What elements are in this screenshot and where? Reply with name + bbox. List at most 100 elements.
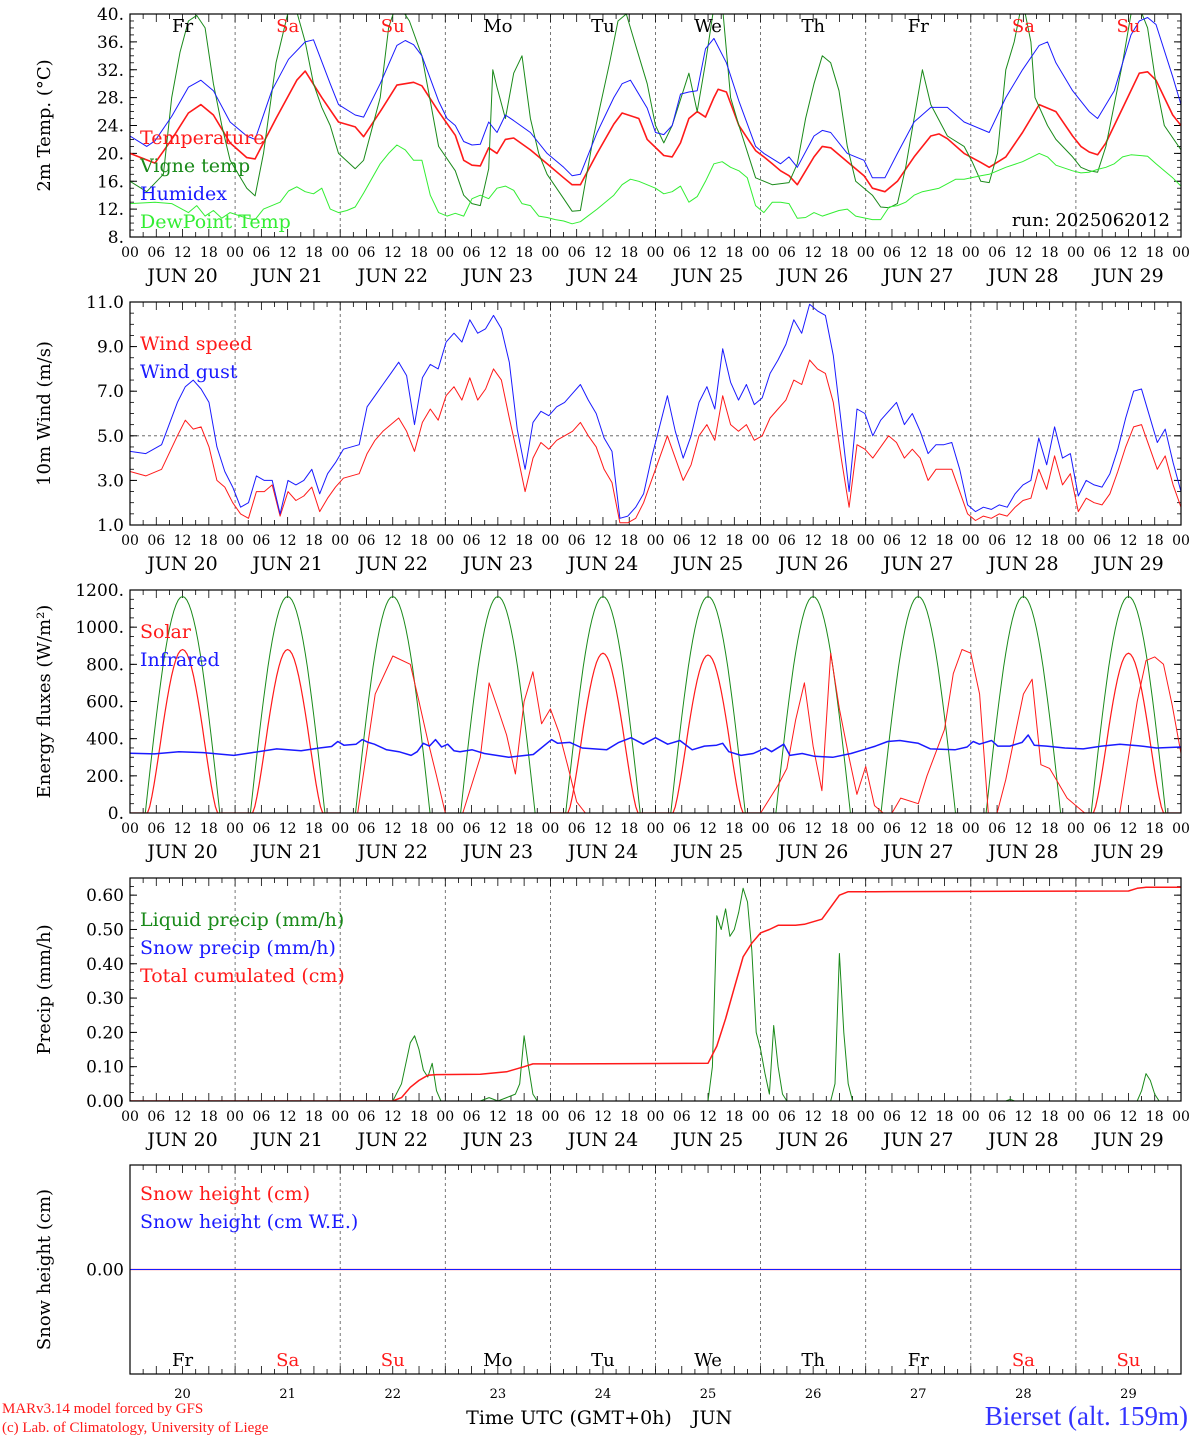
- x-hour-label: 18: [200, 821, 218, 837]
- x-date-label: JUN 26: [776, 1129, 848, 1151]
- x-hour-label: 12: [489, 245, 507, 261]
- x-hour-label: 18: [410, 1109, 428, 1125]
- x-hour-label: 12: [384, 1109, 402, 1125]
- x-hour-label: 18: [515, 245, 533, 261]
- day-of-week-label-bottom: Tu: [591, 1350, 615, 1371]
- y-tick-label: 0.00: [86, 1092, 124, 1112]
- x-date-label: JUN 25: [671, 553, 743, 575]
- x-date-label: JUN 29: [1091, 553, 1163, 575]
- y-tick-label: 0.30: [86, 989, 124, 1009]
- x-hour-label: 12: [1014, 533, 1032, 549]
- x-hour-label: 00: [752, 821, 770, 837]
- x-date-label: JUN 20: [145, 841, 217, 863]
- x-hour-label: 00: [1067, 1109, 1085, 1125]
- day-of-week-label-bottom: Sa: [1012, 1350, 1035, 1371]
- x-hour-label: 00: [752, 245, 770, 261]
- x-hour-label: 00: [541, 245, 559, 261]
- x-hour-label: 00: [121, 1109, 139, 1125]
- y-tick-label: 5.0: [97, 427, 124, 447]
- legend-entry: Snow height (cm): [140, 1183, 310, 1205]
- x-hour-label: 12: [804, 245, 822, 261]
- x-hour-label: 12: [804, 1109, 822, 1125]
- x-date-label: JUN 28: [986, 1129, 1058, 1151]
- x-hour-label: 00: [1172, 821, 1190, 837]
- x-hour-label: 18: [831, 1109, 849, 1125]
- x-hour-label: 00: [857, 821, 875, 837]
- x-hour-label: 18: [936, 245, 954, 261]
- x-date-label: JUN 24: [566, 841, 638, 863]
- day-of-week-label-top: Fr: [172, 16, 193, 37]
- y-axis-title: Snow height (cm): [34, 1189, 55, 1350]
- y-tick-label: 9.0: [97, 338, 124, 358]
- x-hour-label: 12: [699, 245, 717, 261]
- toa-solar-curve: [550, 595, 656, 813]
- series-line: [130, 734, 1181, 759]
- toa-solar-curve: [865, 595, 971, 813]
- x-hour-label: 06: [883, 1109, 901, 1125]
- x-hour-label: 12: [804, 533, 822, 549]
- x-hour-label: 18: [1146, 245, 1164, 261]
- x-date-label: JUN 24: [566, 265, 638, 287]
- x-hour-label: 00: [647, 1109, 665, 1125]
- x-hour-label: 18: [936, 533, 954, 549]
- x-hour-label: 18: [725, 821, 743, 837]
- y-tick-label: 800.: [86, 655, 124, 675]
- x-date-label: JUN 26: [776, 841, 848, 863]
- y-tick-label: 36.: [97, 33, 124, 53]
- x-hour-label: 00: [857, 245, 875, 261]
- x-hour-label: 12: [1120, 533, 1138, 549]
- y-axis-title: Precip (mm/h): [34, 924, 55, 1054]
- x-hour-label: 18: [305, 1109, 323, 1125]
- x-date-label: JUN 29: [1091, 265, 1163, 287]
- x-date-label: JUN 23: [461, 265, 533, 287]
- x-hour-label: 06: [778, 1109, 796, 1125]
- day-of-week-label-bottom: Fr: [908, 1350, 929, 1371]
- x-date-label: JUN 26: [776, 265, 848, 287]
- day-of-week-label-top: Fr: [908, 16, 929, 37]
- x-hour-label: 06: [988, 245, 1006, 261]
- toa-solar-curve: [760, 595, 866, 813]
- x-date-label: JUN 20: [145, 553, 217, 575]
- x-date-label: JUN 20: [145, 1129, 217, 1151]
- panel-4: 0.00 Snow height (cm) Snow height (cm) Snow…: [34, 1164, 1182, 1375]
- x-hour-label: 12: [594, 1109, 612, 1125]
- day-of-week-label-top: Th: [801, 16, 825, 37]
- legend-entry: Solar: [140, 621, 192, 643]
- series-group: [130, 886, 1181, 1101]
- x-hour-label: 18: [1041, 1109, 1059, 1125]
- x-hour-label: 12: [1120, 821, 1138, 837]
- x-hour-label: 06: [252, 1109, 270, 1125]
- x-date-label: JUN 24: [566, 553, 638, 575]
- y-tick-label: 200.: [86, 767, 124, 787]
- x-date-label: JUN 27: [881, 841, 953, 863]
- x-date-label: JUN 27: [881, 1129, 953, 1151]
- x-hour-label: 06: [568, 245, 586, 261]
- y-tick-label: 28.: [97, 89, 124, 109]
- x-date-label: JUN 22: [356, 265, 428, 287]
- x-hour-label: 12: [699, 1109, 717, 1125]
- x-hour-label: 12: [489, 1109, 507, 1125]
- panel-0: 8. 12. 16. 20. 24. 28. 32. 36. 40. 2m Temp. (°C) T…: [34, 5, 1190, 287]
- toa-solar-curve: [235, 595, 341, 813]
- x-hour-label: 06: [358, 533, 376, 549]
- x-hour-label: 12: [489, 533, 507, 549]
- x-hour-label: 18: [725, 533, 743, 549]
- day-of-week-label-top: Tu: [591, 16, 615, 37]
- x-hour-label: 06: [463, 245, 481, 261]
- credit-line-lab: (c) Lab. of Climatology, University of L…: [2, 1420, 269, 1436]
- x-hour-label: 00: [647, 821, 665, 837]
- x-hour-label: 18: [620, 245, 638, 261]
- day-number-label: 20: [174, 1387, 191, 1402]
- x-hour-label: 18: [1146, 821, 1164, 837]
- x-hour-label: 18: [1146, 533, 1164, 549]
- plot-frame: [129, 1164, 1182, 1375]
- y-tick-label: 0.20: [86, 1023, 124, 1043]
- series-line: [130, 14, 1181, 212]
- x-hour-label: 18: [1041, 821, 1059, 837]
- x-date-label: JUN 23: [461, 553, 533, 575]
- x-hour-label: 18: [515, 533, 533, 549]
- toa-solar-curve: [970, 595, 1076, 813]
- x-date-label: JUN 25: [671, 841, 743, 863]
- day-number-label: 28: [1015, 1387, 1032, 1402]
- x-hour-label: 06: [252, 245, 270, 261]
